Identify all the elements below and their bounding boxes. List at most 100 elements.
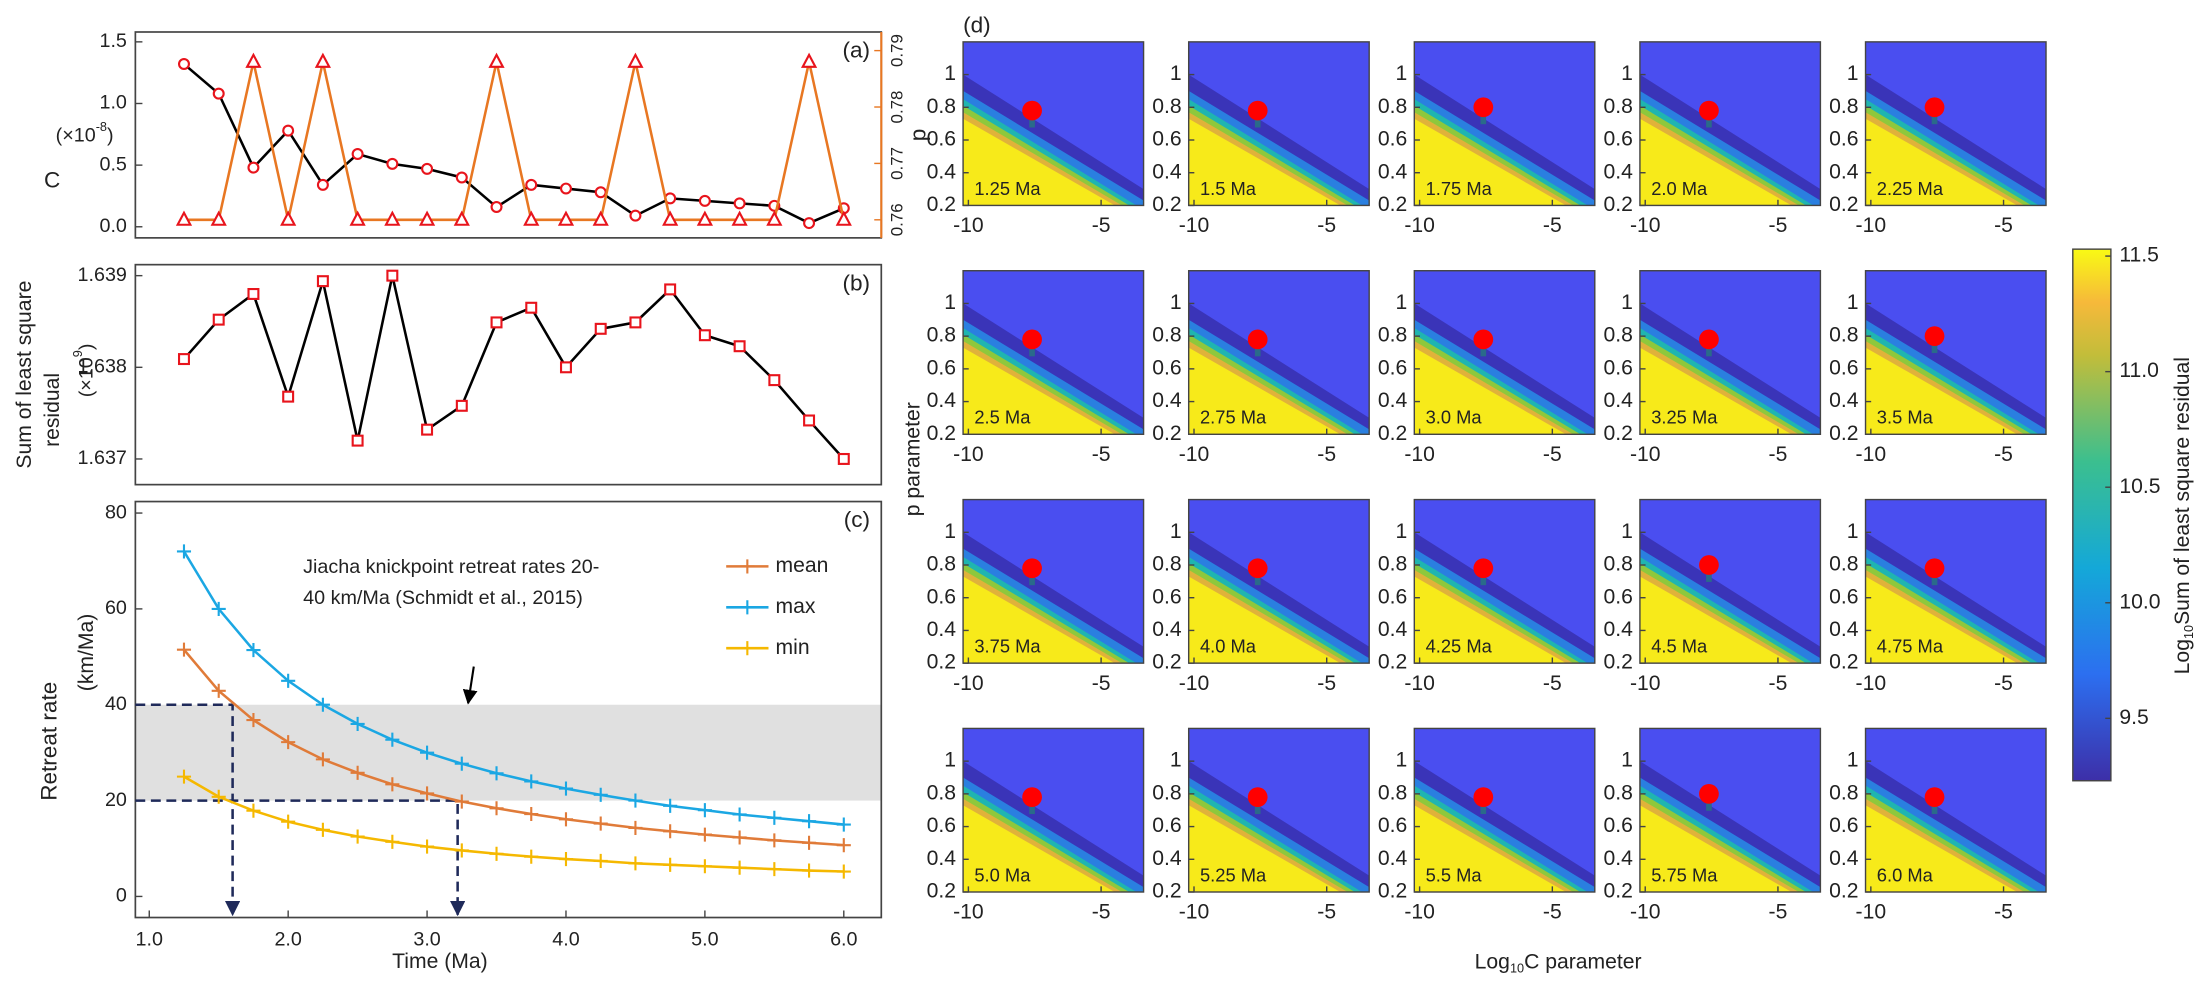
data-point [210,210,227,226]
data-point [594,322,607,335]
data-point [767,862,782,877]
data-point [559,182,572,195]
data-point [592,210,609,226]
colorbar-tick-label: 9.5 [2119,706,2148,729]
y-tick-label: 0.8 [1829,781,1858,804]
y-tick-label: 0.2 [927,422,956,445]
y-tick-label: 0.4 [1829,160,1859,183]
legend-label: mean [776,554,829,577]
y-tick-label: 0.5 [99,153,126,175]
data-point [246,713,261,728]
heatmap-contour [963,576,1115,664]
plot-frame [1187,498,1370,664]
x-tick-label: -5 [1317,443,1336,466]
y-tick-label: 1 [1621,749,1633,772]
data-point [802,814,817,829]
panel-time-label: 1.75 Ma [1426,178,1493,199]
y-tick-label: 0.8 [1152,95,1181,118]
y-tick-label: 0.4 [1152,618,1182,641]
y-tick-label: 0.2 [1152,193,1181,216]
data-point [314,52,331,68]
annotation-arrow [462,666,478,705]
y-tick-label: 1 [944,520,956,543]
panel-time-label: 4.25 Ma [1426,635,1493,656]
y-tick-label: 1 [944,749,956,772]
y-tick-label: 0.2 [1829,422,1858,445]
data-point [488,52,505,68]
data-point [524,774,539,789]
data-point [732,830,747,845]
panel-time-label: 3.5 Ma [1877,407,1934,428]
heatmap-contour [1865,576,2018,664]
unit-close: ) [76,344,98,351]
y-tick-label: 0.0 [99,215,126,237]
y-tick-label: 0.8 [1829,95,1858,118]
colorbar [2072,248,2112,782]
data-point [385,777,400,792]
y-tick-label: 0 [116,885,127,907]
x-tick-label: -10 [1404,214,1435,237]
panel-time-label: 1.25 Ma [974,178,1041,199]
x-tick-label: -10 [1630,443,1661,466]
plot-frame [962,498,1145,664]
point-stem [1480,112,1487,125]
y-tick-label: 0.2 [1603,422,1632,445]
y-unit: (×109) [71,344,97,398]
y-tick-label: 0.2 [1829,651,1858,674]
x-tick-label: -10 [1856,672,1887,695]
data-point [802,863,817,878]
data-point [420,839,435,854]
best-fit-point [1924,558,1945,579]
x-tick-label: -5 [1994,672,2013,695]
y-tick-label: 1.5 [99,30,126,52]
panel-time-label: 3.75 Ma [974,635,1041,656]
y-tick-label: 0.4 [1829,389,1859,412]
y-tick-label: 0.4 [1829,618,1859,641]
point-stem [1931,802,1938,815]
point-stem [1706,799,1712,811]
best-fit-point [1924,787,1945,808]
label-base: Log [2170,639,2193,674]
y-tick-label: 1 [1170,749,1182,772]
point-stem [1706,570,1712,582]
y-tick-label: 1.639 [78,264,127,286]
data-point [732,860,747,875]
x-tick-label: -5 [1092,443,1111,466]
y2-tick-label: 0.78 [888,91,907,124]
plot-frame [1413,270,1596,435]
legend-marker [740,559,755,574]
y-tick-label: 0.6 [1829,814,1858,837]
x-tick-label: -10 [1630,214,1661,237]
data-point [628,793,643,808]
data-point [629,316,642,329]
x-tick-label: 4.0 [552,928,579,950]
y-tick-label: 0.4 [1152,847,1182,870]
data-point [454,794,469,809]
annotation: Jiacha knickpoint retreat rates 20- [303,556,599,578]
y-tick-label: 0.4 [1829,847,1859,870]
data-point [176,642,192,657]
label-base: Log [1475,950,1510,973]
reference-line [135,799,466,917]
data-point [593,787,608,802]
y-tick-label: 0.6 [927,128,956,151]
plot-frame [1187,270,1370,435]
y-tick-label: 0.6 [1152,128,1181,151]
y-tick-label: 0.6 [927,356,956,379]
y-tick-label: 0.4 [1603,389,1633,412]
x-tick-label: -5 [1317,672,1336,695]
point-stem [1931,573,1938,586]
data-point [628,820,643,835]
y-tick-label: 0.8 [1152,553,1181,576]
data-point [385,834,400,849]
data-point [386,269,399,282]
plot-frame [1639,498,1822,664]
series-line [183,275,845,460]
data-point [836,817,851,832]
data-point [836,864,851,879]
y-tick-label: 0.6 [1378,814,1407,837]
y-tick-label: 1 [1395,62,1407,85]
data-point [662,210,679,226]
y-tick-label: 1 [1621,62,1633,85]
y-tick-label: 0.6 [1603,356,1632,379]
